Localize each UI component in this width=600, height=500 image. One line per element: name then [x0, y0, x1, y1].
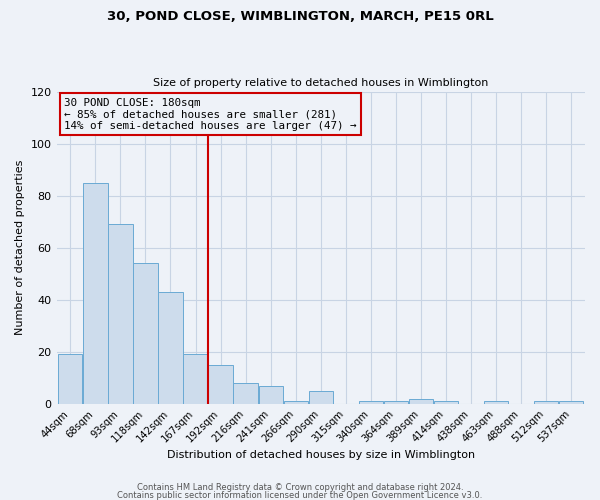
Text: Contains public sector information licensed under the Open Government Licence v3: Contains public sector information licen…	[118, 490, 482, 500]
Bar	[208, 365, 233, 404]
Bar	[133, 264, 158, 404]
Bar	[534, 402, 559, 404]
Bar	[284, 402, 308, 404]
Bar	[434, 402, 458, 404]
Bar	[484, 402, 508, 404]
Text: 30, POND CLOSE, WIMBLINGTON, MARCH, PE15 0RL: 30, POND CLOSE, WIMBLINGTON, MARCH, PE15…	[107, 10, 493, 23]
Bar	[108, 224, 133, 404]
Bar	[308, 391, 333, 404]
Bar	[559, 402, 583, 404]
Bar	[184, 354, 208, 404]
Title: Size of property relative to detached houses in Wimblington: Size of property relative to detached ho…	[153, 78, 488, 88]
Bar	[83, 182, 107, 404]
X-axis label: Distribution of detached houses by size in Wimblington: Distribution of detached houses by size …	[167, 450, 475, 460]
Bar	[409, 399, 433, 404]
Bar	[158, 292, 182, 404]
Y-axis label: Number of detached properties: Number of detached properties	[15, 160, 25, 336]
Bar	[58, 354, 82, 404]
Text: 30 POND CLOSE: 180sqm
← 85% of detached houses are smaller (281)
14% of semi-det: 30 POND CLOSE: 180sqm ← 85% of detached …	[64, 98, 357, 131]
Bar	[384, 402, 408, 404]
Bar	[359, 402, 383, 404]
Bar	[233, 383, 258, 404]
Bar	[259, 386, 283, 404]
Text: Contains HM Land Registry data © Crown copyright and database right 2024.: Contains HM Land Registry data © Crown c…	[137, 484, 463, 492]
